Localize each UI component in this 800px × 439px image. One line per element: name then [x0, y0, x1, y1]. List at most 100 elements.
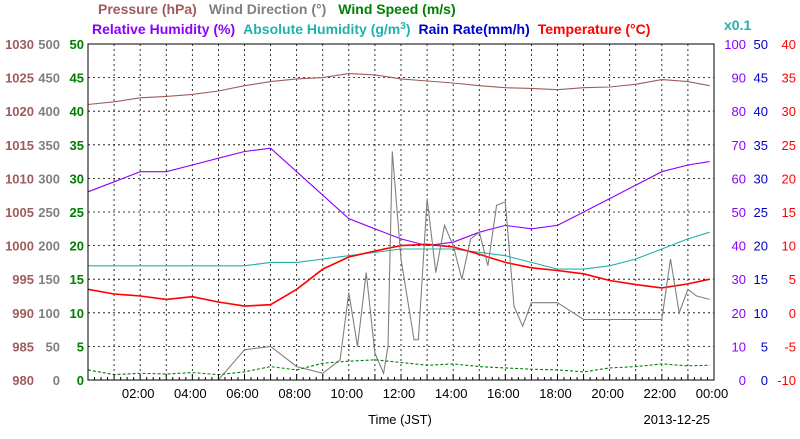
pressure-tick-label: 1020	[5, 104, 34, 119]
relative_humidity-tick-label: 0	[739, 373, 746, 388]
temperature-tick-label: 10	[782, 239, 796, 254]
relative_humidity-tick-label: 50	[732, 205, 746, 220]
wind_speed-tick-label: 50	[70, 37, 84, 52]
pressure-tick-label: 1015	[5, 138, 34, 153]
pressure-tick-label: 990	[12, 306, 34, 321]
wind_direction-tick-label: 50	[46, 339, 60, 354]
pressure-tick-label: 1010	[5, 171, 34, 186]
x-axis-label: Time (JST)	[368, 412, 432, 427]
x-tick-label: 20:00	[591, 386, 624, 401]
wind_direction-tick-label: 450	[38, 71, 60, 86]
legend-entry: Pressure (hPa)	[98, 1, 197, 17]
rain_rate-tick-label: 25	[754, 205, 768, 220]
x-tick-label: 14:00	[435, 386, 468, 401]
wind_speed-tick-label: 5	[77, 339, 84, 354]
relative_humidity-tick-label: 60	[732, 171, 746, 186]
temperature-tick-label: 35	[782, 71, 796, 86]
series-line-relative-humidity	[88, 231, 710, 270]
relative_humidity-tick-label: 90	[732, 71, 746, 86]
rain_rate-tick-label: 45	[754, 71, 768, 86]
wind_direction-tick-label: 200	[38, 239, 60, 254]
scale-note: x0.1	[724, 17, 751, 33]
relative_humidity-tick-label: 70	[732, 138, 746, 153]
pressure-tick-label: 1030	[5, 37, 34, 52]
pressure-tick-label: 1005	[5, 205, 34, 220]
x-tick-label: 18:00	[539, 386, 572, 401]
legend-entry: Wind Direction (°)	[209, 1, 326, 17]
series-line-temperature	[87, 243, 710, 307]
x-tick-label: 04:00	[174, 386, 207, 401]
temperature-tick-label: -5	[784, 339, 796, 354]
wind_direction-tick-label: 500	[38, 37, 60, 52]
wind_direction-tick-label: 350	[38, 138, 60, 153]
wind_direction-tick-label: 300	[38, 171, 60, 186]
pressure-tick-label: 995	[12, 272, 34, 287]
axis-layer: 02:00 04:00 06:00 08:00 10:00 12:00 14:00 16:00…	[5, 37, 796, 401]
rain_rate-tick-label: 20	[754, 239, 768, 254]
temperature-tick-label: 15	[782, 205, 796, 220]
legend-entry: Absolute Humidity (g/m3)	[243, 21, 410, 38]
x-tick-label: 08:00	[278, 386, 311, 401]
wind_speed-tick-label: 35	[70, 138, 84, 153]
wind_speed-tick-label: 15	[70, 272, 84, 287]
wind_speed-tick-label: 10	[70, 306, 84, 321]
wind_speed-tick-label: 40	[70, 104, 84, 119]
rain_rate-tick-label: 40	[754, 104, 768, 119]
temperature-tick-label: 25	[782, 138, 796, 153]
wind_direction-tick-label: 150	[38, 272, 60, 287]
legend-entry: Rain Rate(mm/h)	[419, 21, 530, 37]
legend-layer: Pressure (hPa) Wind Direction (°) Wind Spe…	[92, 1, 751, 37]
rain_rate-tick-label: 10	[754, 306, 768, 321]
wind_direction-tick-label: 400	[38, 104, 60, 119]
x-tick-label: 06:00	[226, 386, 259, 401]
relative_humidity-tick-label: 40	[732, 239, 746, 254]
rain_rate-tick-label: 35	[754, 138, 768, 153]
series-line-relative-humidity	[87, 147, 710, 247]
relative_humidity-tick-label: 80	[732, 104, 746, 119]
rain_rate-tick-label: 50	[754, 37, 768, 52]
wind_speed-tick-label: 0	[77, 373, 84, 388]
temperature-tick-label: 0	[789, 306, 796, 321]
x-tick-label: 02:00	[122, 386, 155, 401]
temperature-tick-label: 30	[782, 104, 796, 119]
wind_direction-tick-label: 100	[38, 306, 60, 321]
wind_speed-tick-label: 30	[70, 171, 84, 186]
wind_speed-tick-label: 45	[70, 71, 84, 86]
pressure-tick-label: 1025	[5, 71, 34, 86]
series-line-pressure	[87, 73, 710, 106]
pressure-tick-label: 1000	[5, 239, 34, 254]
wind_speed-tick-label: 20	[70, 239, 84, 254]
legend-entry: Wind Speed (m/s)	[338, 1, 455, 17]
series-line-wind-speed	[87, 359, 710, 376]
rain_rate-tick-label: 5	[761, 339, 768, 354]
rain_rate-tick-label: 30	[754, 171, 768, 186]
temperature-tick-label: -10	[777, 373, 796, 388]
series-layer	[87, 73, 710, 381]
x-tick-label: 22:00	[644, 386, 677, 401]
grid-layer	[88, 44, 714, 380]
x-tick-label: 16:00	[487, 386, 520, 401]
rain_rate-tick-label: 15	[754, 272, 768, 287]
legend-entry: Relative Humidity (%)	[92, 21, 235, 37]
rain_rate-tick-label: 0	[761, 373, 768, 388]
wind_speed-tick-label: 25	[70, 205, 84, 220]
x-tick-label: 12:00	[383, 386, 416, 401]
series-line-wind-direction	[88, 151, 710, 381]
legend-entry: Temperature (°C)	[538, 21, 651, 37]
date-label: 2013-12-25	[644, 412, 711, 427]
pressure-tick-label: 980	[12, 373, 34, 388]
temperature-tick-label: 20	[782, 171, 796, 186]
relative_humidity-tick-label: 10	[732, 339, 746, 354]
x-tick-label: 10:00	[331, 386, 364, 401]
wind_direction-tick-label: 0	[53, 373, 60, 388]
wind_direction-tick-label: 250	[38, 205, 60, 220]
relative_humidity-tick-label: 30	[732, 272, 746, 287]
temperature-tick-label: 40	[782, 37, 796, 52]
temperature-tick-label: 5	[789, 272, 796, 287]
pressure-tick-label: 985	[12, 339, 34, 354]
relative_humidity-tick-label: 20	[732, 306, 746, 321]
relative_humidity-tick-label: 100	[724, 37, 746, 52]
x-tick-label: 00:00	[696, 386, 729, 401]
